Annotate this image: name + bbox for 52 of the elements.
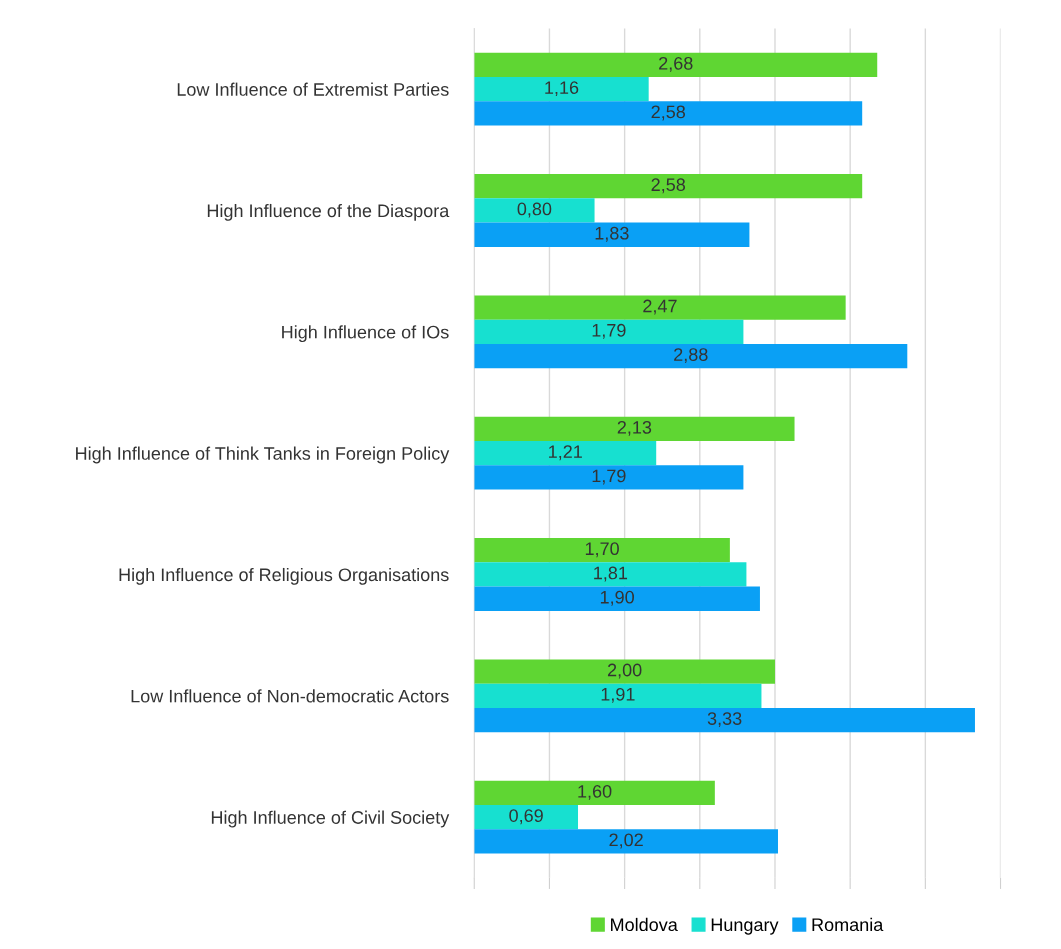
data-label: 1,91 [601,687,635,703]
data-label: 1,79 [592,323,626,339]
bar [474,707,975,733]
data-label: 1,90 [600,590,634,606]
data-label: 1,60 [578,784,612,800]
bar [474,780,715,806]
bar [474,416,795,442]
data-label: 1,81 [594,566,628,582]
y-tick-label: High Influence of Think Tanks in Foreign Policy [76,446,450,464]
data-label: 1,21 [549,445,582,461]
bar [474,538,730,563]
y-tick-label: High Influence of Civil Society [211,810,450,828]
data-label: 2,58 [651,178,686,194]
data-label: 1,83 [595,226,629,242]
legend-label: Hungary [711,918,779,935]
bar [474,465,744,490]
data-label: 1,70 [585,542,619,558]
data-label: 0,69 [509,809,543,825]
bar [474,222,750,247]
bar [474,295,846,320]
data-label: 2,58 [651,105,686,121]
legend-label: Moldova [611,917,678,932]
data-label: 2,02 [609,833,643,849]
data-label: 0,80 [517,202,552,218]
bar [474,319,744,344]
legend-label: Romania [812,917,884,932]
data-label: 3,33 [707,712,742,728]
bar [474,829,778,854]
bar [474,101,863,126]
bar [474,441,657,466]
data-label: 1,79 [592,469,626,485]
bar [474,77,649,102]
bar [474,343,908,369]
y-tick-label: High Influence of the Diaspora [207,203,450,221]
y-tick-label: Low Influence of Extremist Parties [177,82,449,96]
bar [474,562,747,587]
data-label: 2,13 [617,420,652,436]
data-label: 2,88 [674,348,708,364]
y-tick-label: Low Influence of Non-democratic Actors [131,689,449,703]
bar [474,198,595,223]
data-label: 1,16 [545,81,579,97]
data-label: 2,47 [643,299,677,315]
bar [474,805,579,830]
y-tick-label: High Influence of IOs [282,325,449,343]
bar [474,52,878,77]
data-label: 2,68 [659,56,693,72]
bar [474,683,762,708]
bar [474,659,775,684]
bar [474,586,760,611]
y-tick-label: High Influence of Religious Organisations [119,567,449,585]
bar [474,174,863,199]
data-label: 2,00 [607,663,642,679]
